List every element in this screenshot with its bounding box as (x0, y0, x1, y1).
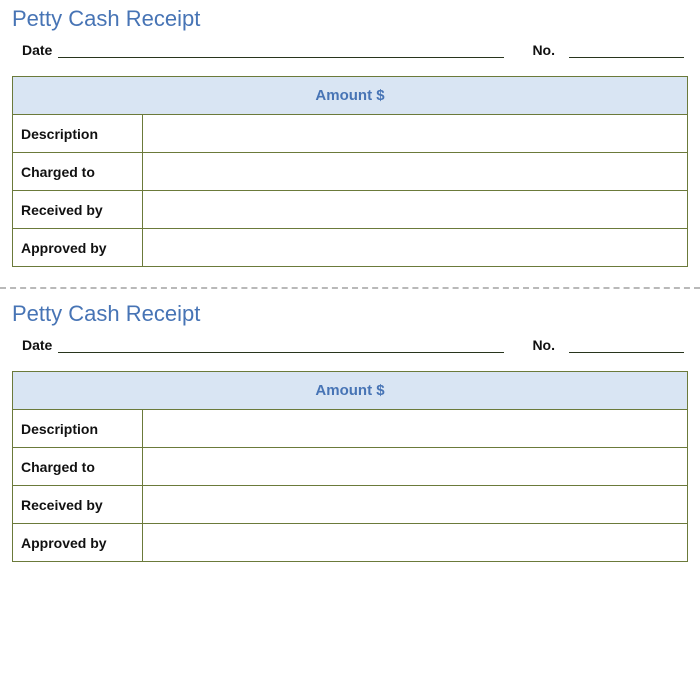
table-row: Description (13, 410, 688, 448)
row-label: Approved by (13, 524, 143, 562)
no-label: No. (532, 42, 555, 58)
row-value[interactable] (143, 410, 688, 448)
row-label: Charged to (13, 153, 143, 191)
amount-header: Amount $ (13, 372, 688, 410)
table-row: Charged to (13, 153, 688, 191)
no-label: No. (532, 337, 555, 353)
table-row: Approved by (13, 524, 688, 562)
table-row: Charged to (13, 448, 688, 486)
date-label: Date (22, 42, 52, 58)
amount-header: Amount $ (13, 77, 688, 115)
date-no-row: Date No. (12, 42, 688, 58)
receipt-1: Petty Cash Receipt Date No. Amount $ Des… (0, 0, 700, 281)
row-value[interactable] (143, 448, 688, 486)
row-label: Approved by (13, 229, 143, 267)
receipt-table: Amount $ Description Charged to Received… (12, 371, 688, 562)
date-no-row: Date No. (12, 337, 688, 353)
date-input-line[interactable] (58, 42, 504, 58)
row-value[interactable] (143, 229, 688, 267)
tear-line (0, 287, 700, 289)
row-label: Description (13, 115, 143, 153)
row-value[interactable] (143, 153, 688, 191)
row-value[interactable] (143, 486, 688, 524)
receipt-2: Petty Cash Receipt Date No. Amount $ Des… (0, 295, 700, 576)
row-value[interactable] (143, 191, 688, 229)
receipt-title: Petty Cash Receipt (12, 6, 688, 32)
table-row: Received by (13, 191, 688, 229)
row-label: Charged to (13, 448, 143, 486)
row-label: Description (13, 410, 143, 448)
receipt-title: Petty Cash Receipt (12, 301, 688, 327)
row-value[interactable] (143, 115, 688, 153)
table-row: Description (13, 115, 688, 153)
no-input-line[interactable] (569, 337, 684, 353)
row-label: Received by (13, 191, 143, 229)
row-label: Received by (13, 486, 143, 524)
receipt-table: Amount $ Description Charged to Received… (12, 76, 688, 267)
date-label: Date (22, 337, 52, 353)
table-row: Approved by (13, 229, 688, 267)
no-input-line[interactable] (569, 42, 684, 58)
table-row: Received by (13, 486, 688, 524)
row-value[interactable] (143, 524, 688, 562)
date-input-line[interactable] (58, 337, 504, 353)
